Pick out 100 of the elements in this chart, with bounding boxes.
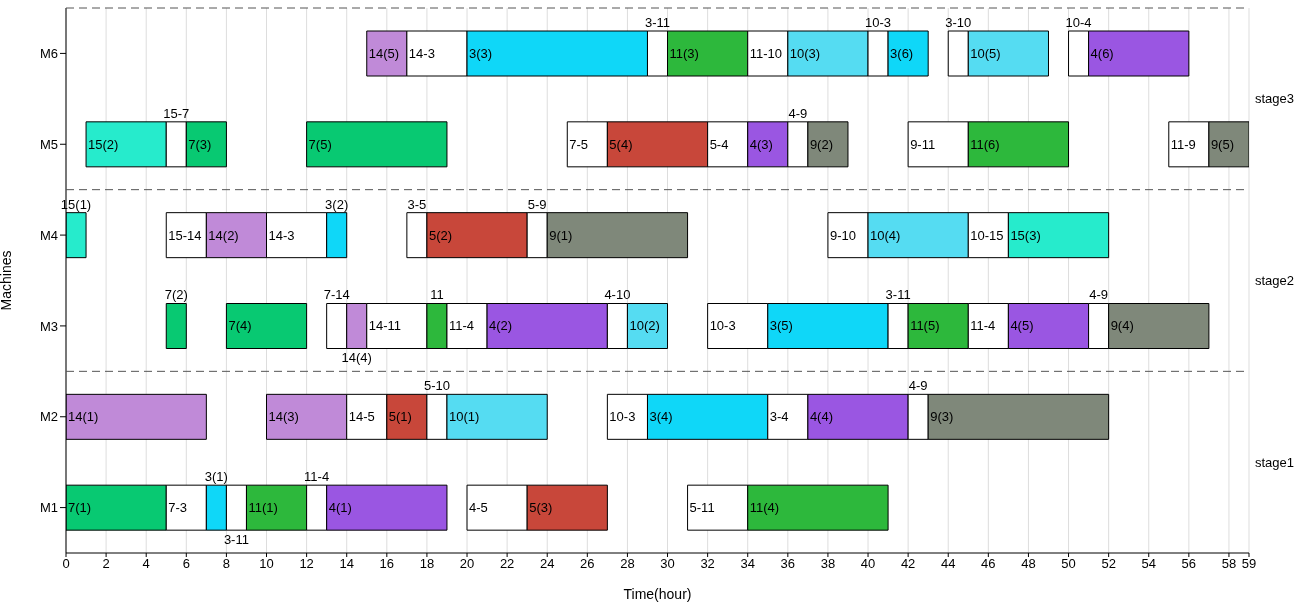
annotation: 15-7 [163, 105, 190, 121]
x-tick-label: 46 [981, 556, 996, 572]
text: stage1 [1255, 454, 1295, 470]
annotation: 3(6) [890, 45, 914, 61]
annotation: 7(1) [68, 500, 92, 516]
annotation: 10-3 [865, 14, 892, 30]
x-tick-label: 2 [102, 556, 110, 572]
annotation: 9(1) [549, 227, 573, 243]
annotation: 3-4 [769, 409, 789, 425]
y-tick-label: M4 [39, 227, 58, 243]
annotation: 7-3 [168, 500, 188, 516]
annotation: 5-4 [709, 136, 729, 152]
x-tick-label: 0 [62, 556, 70, 572]
annotation: 9-10 [829, 227, 856, 243]
annotation: 10-4 [1065, 14, 1092, 30]
x-tick-label: 18 [419, 556, 435, 572]
annotation: 14(3) [268, 409, 299, 425]
annotation: 11(5) [910, 318, 940, 334]
text: stage3 [1255, 91, 1295, 107]
annotation: 3-10 [945, 14, 972, 30]
x-tick-label: 50 [1061, 556, 1076, 572]
annotation: 10-15 [970, 227, 1004, 243]
annotation: 11-4 [448, 318, 475, 334]
annotation: 11 [430, 287, 444, 303]
y-tick-label: M1 [39, 500, 58, 516]
text: stage2 [1255, 273, 1295, 288]
x-tick-label: 14 [339, 556, 354, 572]
x-tick-label: 20 [459, 556, 475, 572]
annotation: 10(1) [448, 409, 480, 425]
y-tick-label: M6 [39, 46, 58, 62]
annotation: 5(4) [609, 136, 633, 152]
x-tick-label: 30 [660, 556, 675, 572]
x-tick-label: 54 [1141, 556, 1156, 572]
annotation: 11(1) [248, 500, 278, 516]
annotation: 11-10 [749, 45, 783, 61]
annotation: 5(3) [529, 500, 553, 516]
annotation: 3(4) [649, 409, 673, 425]
annotation: 10(5) [970, 45, 1001, 61]
x-tick-label: 10 [259, 556, 274, 572]
bar [165, 303, 187, 349]
annotation: 9-11 [910, 136, 936, 152]
annotation: 7-14 [323, 287, 350, 303]
annotation: 5-11 [689, 500, 715, 516]
x-tick-label: 34 [740, 556, 755, 572]
annotation: 3(3) [469, 45, 493, 61]
annotation: 9(3) [930, 409, 954, 425]
annotation: 11-4 [970, 318, 996, 334]
annotation: 14-3 [408, 45, 435, 61]
annotation: 10(2) [629, 318, 660, 334]
annotation: 10(3) [789, 45, 821, 61]
x-tick-label: 48 [1021, 556, 1036, 572]
x-tick-label: 59 [1241, 556, 1257, 572]
annotation: 7(2) [164, 287, 188, 303]
annotation: 14-5 [348, 409, 375, 425]
annotation: 4(3) [749, 136, 773, 152]
annotation: 10-3 [709, 318, 736, 334]
x-tick-label: 32 [700, 556, 715, 572]
annotation: 9(5) [1210, 136, 1235, 152]
annotation: 3(1) [204, 469, 228, 485]
annotation: 11-4 [304, 469, 330, 485]
annotation: 10(4) [870, 227, 901, 243]
x-tick-label: 22 [499, 556, 515, 572]
x-tick-label: 52 [1101, 556, 1116, 572]
annotation: 11-9 [1170, 136, 1196, 152]
annotation: 4(6) [1090, 45, 1114, 61]
annotation: 4-9 [788, 105, 808, 121]
x-tick-label: 38 [820, 556, 836, 572]
annotation: 5(1) [388, 409, 412, 425]
annotation: 4(5) [1010, 318, 1034, 334]
y-axis-title: Machines [0, 250, 14, 311]
x-tick-label: 56 [1181, 556, 1197, 572]
annotation: 11(4) [749, 500, 780, 516]
annotation: 4(4) [809, 409, 834, 425]
annotation: 4-5 [469, 500, 488, 516]
x-tick-label: 12 [299, 556, 314, 572]
x-tick-label: 42 [900, 556, 916, 572]
annotation: 4(2) [489, 318, 513, 334]
annotation: 4-9 [1089, 287, 1109, 303]
annotation: 14-11 [368, 318, 402, 334]
annotation: 7-5 [569, 136, 589, 152]
annotation: 3-11 [223, 532, 249, 548]
annotation: 14(4) [341, 350, 372, 366]
annotation: 4-10 [604, 287, 631, 303]
annotation: 9(4) [1110, 318, 1134, 334]
x-tick-label: 36 [780, 556, 796, 572]
y-tick-label: M5 [39, 136, 58, 152]
annotation: 7(4) [228, 318, 252, 334]
annotation: 5(2) [428, 227, 453, 243]
y-tick-label: M2 [39, 409, 58, 425]
x-tick-label: 4 [142, 556, 150, 572]
annotation: 3-11 [644, 14, 671, 30]
annotation: 11(6) [970, 136, 1000, 152]
x-tick-label: 16 [379, 556, 395, 572]
annotation: 14(2) [208, 227, 239, 243]
x-tick-label: 24 [539, 556, 555, 572]
x-axis-title: Time(hour) [623, 586, 692, 602]
annotation: 11(3) [669, 45, 699, 61]
annotation: 4(1) [328, 500, 352, 516]
annotation: 5-9 [527, 196, 547, 212]
annotation: 15(1) [60, 196, 92, 212]
